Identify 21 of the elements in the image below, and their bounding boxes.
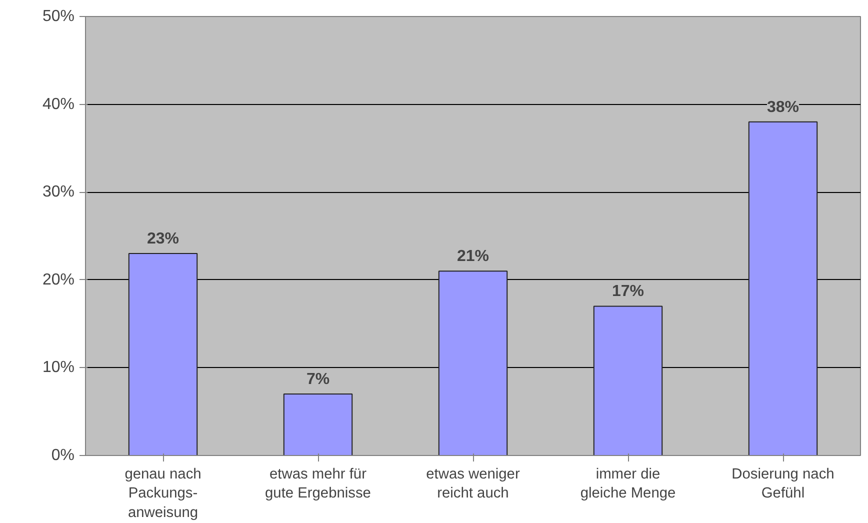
y-tick-label: 50% [42,8,75,25]
x-tick-label: immer die gleiche Menge [580,466,676,502]
bar [593,306,663,456]
bar [283,394,353,456]
x-tick-label: etwas weniger reicht auch [426,466,520,502]
x-tick-label: etwas mehr für gute Ergebnisse [265,466,371,502]
data-label: 17% [612,283,644,300]
y-tick-label: 30% [42,184,75,201]
bar [748,121,818,456]
y-tick-label: 40% [42,96,75,113]
x-tick-label: Dosierung nach Gefühl [732,466,834,502]
x-tick-label: genau nach Packungs- anweisung [124,466,202,521]
bar [128,253,198,456]
data-label: 21% [456,248,490,266]
y-tick-label: 20% [42,271,75,288]
data-label: 7% [306,371,330,388]
y-tick-label: 10% [42,359,75,376]
data-label: 38% [766,98,800,116]
bar [438,270,508,456]
data-label: 23% [146,230,180,248]
y-tick-label: 0% [51,447,74,464]
